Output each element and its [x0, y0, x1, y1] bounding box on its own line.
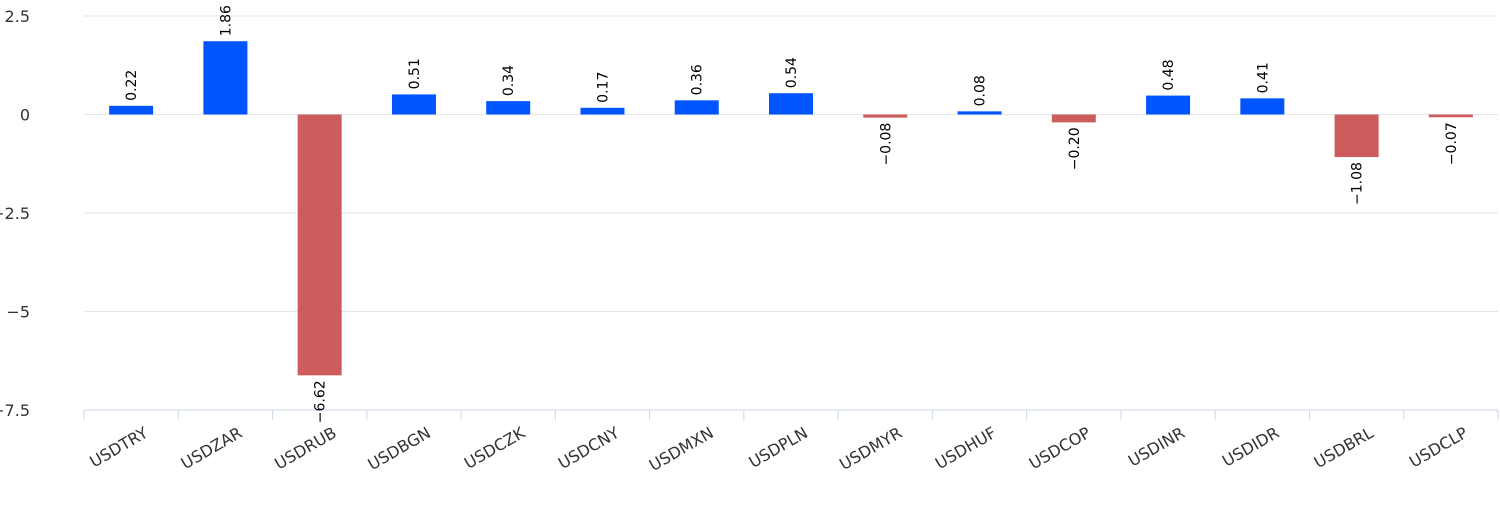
bar-usdhuf: [957, 111, 1002, 115]
bar-usdmyr: [863, 114, 908, 118]
x-tick-label: USDCNY: [555, 423, 623, 473]
data-label: 1.86: [218, 5, 234, 36]
data-label: 0.22: [124, 70, 140, 101]
x-tick-label: USDZAR: [178, 423, 246, 473]
x-tick-label: USDBRL: [1311, 423, 1377, 472]
bar-usdczk: [486, 101, 531, 115]
x-tick-label: USDCZK: [461, 423, 529, 473]
data-labels: 0.22 1.86 −6.62 0.51 0.34 0.17 0.36 0.54 −0.08 0.…: [124, 5, 1460, 423]
bar-usdrub: [297, 114, 342, 376]
bar-usdcny: [580, 107, 625, 115]
bar-usdcop: [1051, 114, 1096, 123]
data-label: −6.62: [313, 380, 329, 423]
x-tick-label: USDMYR: [836, 423, 905, 474]
x-tick-label: USDINR: [1125, 423, 1188, 470]
bar-usdidr: [1240, 98, 1285, 115]
bar-usdbrl: [1334, 114, 1379, 158]
x-tick-label: USDBGN: [364, 423, 433, 474]
data-label: 0.34: [501, 65, 517, 96]
bars: [109, 41, 1473, 376]
data-label: −0.08: [878, 123, 894, 166]
y-tick-label: −7.5: [0, 401, 30, 420]
bar-usdclp: [1428, 114, 1473, 118]
x-tick-label: USDTRY: [86, 423, 151, 471]
bar-usdtry: [109, 105, 154, 115]
data-label: −0.20: [1067, 127, 1083, 170]
bar-usdpln: [769, 93, 813, 115]
data-label: 0.41: [1255, 62, 1271, 93]
data-label: −0.07: [1444, 122, 1460, 165]
data-label: 0.54: [784, 57, 800, 88]
data-label: 0.48: [1161, 59, 1177, 90]
bar-usdmxn: [674, 100, 719, 115]
x-tick-label: USDHUF: [932, 423, 1000, 473]
bar-usdzar: [203, 41, 248, 115]
data-label: 0.08: [973, 75, 989, 106]
x-tick-label: USDRUB: [271, 423, 339, 473]
x-tick-label: USDMXN: [646, 423, 717, 475]
bar-usdbgn: [391, 94, 436, 115]
data-label: 0.36: [690, 64, 706, 95]
y-tick-label: 0: [20, 106, 30, 125]
y-tick-label: 2.5: [5, 7, 30, 26]
x-axis: [83, 409, 1499, 420]
y-tick-label: −5: [6, 303, 30, 322]
y-tick-label: −2.5: [0, 204, 30, 223]
x-tick-label: USDCLP: [1406, 423, 1471, 472]
x-axis-tick-labels: USDTRY USDZAR USDRUB USDBGN USDCZK USDCNY USDM…: [86, 423, 1471, 475]
data-label: 0.51: [407, 58, 423, 89]
data-label: 0.17: [595, 72, 611, 103]
bar-usdinr: [1146, 95, 1191, 115]
x-tick-label: USDIDR: [1219, 423, 1282, 471]
y-axis-tick-labels: 2.5 0 −2.5 −5 −7.5: [0, 7, 30, 420]
x-tick-label: USDCOP: [1026, 423, 1094, 473]
x-tick-label: USDPLN: [745, 423, 811, 472]
data-label: −1.08: [1350, 162, 1366, 205]
